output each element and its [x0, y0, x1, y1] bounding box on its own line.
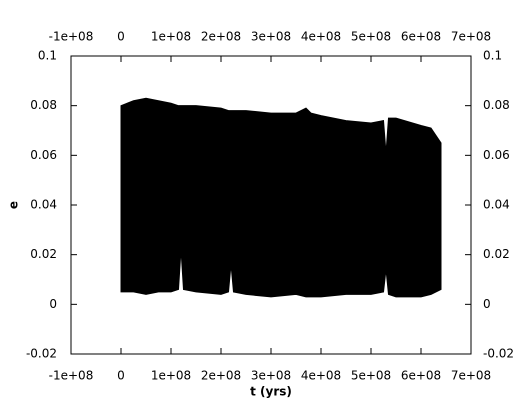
x-tick-label-top: -1e+08 — [49, 30, 94, 44]
y-tick-label-right: -0.02 — [483, 347, 514, 361]
x-tick-label: 4e+08 — [301, 369, 341, 383]
x-tick-label: 2e+08 — [201, 369, 241, 383]
y-tick-label: 0.02 — [30, 247, 57, 261]
y-tick-label-right: 0.1 — [483, 49, 502, 63]
x-tick-label-top: 3e+08 — [251, 30, 291, 44]
x-tick-label: 5e+08 — [351, 369, 391, 383]
x-axis-label: t (yrs) — [250, 385, 292, 399]
x-tick-label-top: 0 — [117, 30, 125, 44]
y-tick-label-right: 0.06 — [483, 148, 510, 162]
x-tick-label-top: 6e+08 — [401, 30, 441, 44]
x-tick-label: 3e+08 — [251, 369, 291, 383]
y-tick-label: -0.02 — [26, 347, 57, 361]
y-tick-label: 0 — [49, 297, 57, 311]
x-tick-label: 6e+08 — [401, 369, 441, 383]
y-tick-label: 0.04 — [30, 198, 57, 212]
x-tick-label: 7e+08 — [451, 369, 491, 383]
x-tick-label: -1e+08 — [49, 369, 94, 383]
y-tick-label-right: 0 — [483, 297, 491, 311]
y-tick-label: 0.1 — [38, 49, 57, 63]
y-tick-label-right: 0.02 — [483, 247, 510, 261]
x-tick-label-top: 1e+08 — [151, 30, 191, 44]
y-tick-label-right: 0.08 — [483, 98, 510, 112]
x-tick-label: 0 — [117, 369, 125, 383]
x-tick-label-top: 5e+08 — [351, 30, 391, 44]
x-tick-label: 1e+08 — [151, 369, 191, 383]
x-tick-label-top: 7e+08 — [451, 30, 491, 44]
x-tick-label-top: 4e+08 — [301, 30, 341, 44]
y-tick-label: 0.08 — [30, 98, 57, 112]
y-tick-label: 0.06 — [30, 148, 57, 162]
y-tick-label-right: 0.04 — [483, 198, 510, 212]
y-axis-label: e — [7, 201, 21, 209]
x-tick-label-top: 2e+08 — [201, 30, 241, 44]
eccentricity-band — [120, 97, 442, 298]
